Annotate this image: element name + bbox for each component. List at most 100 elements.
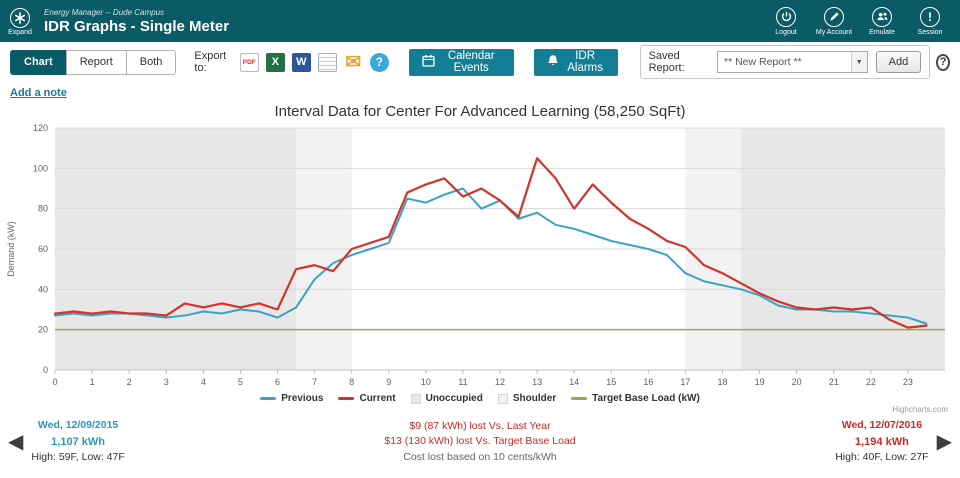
chart-area: Interval Data for Center For Advanced Le… bbox=[0, 103, 960, 414]
chevron-down-icon: ▼ bbox=[850, 52, 867, 72]
header-titles: Energy Manager -- Dude Campus IDR Graphs… bbox=[44, 8, 229, 35]
saved-report-value: ** New Report ** bbox=[724, 56, 802, 68]
svg-text:13: 13 bbox=[532, 377, 542, 387]
saved-report-group: Saved Report: ** New Report ** ▼ Add bbox=[639, 45, 931, 79]
legend-previous[interactable]: Previous bbox=[260, 393, 323, 404]
saved-report-help-button[interactable]: ? bbox=[936, 53, 950, 71]
cost-basis-note: Cost lost based on 10 cents/kWh bbox=[403, 450, 557, 463]
svg-text:15: 15 bbox=[606, 377, 616, 387]
svg-text:0: 0 bbox=[52, 377, 57, 387]
idr-alarms-button[interactable]: IDR Alarms bbox=[533, 48, 618, 76]
email-icon[interactable]: ✉ bbox=[345, 51, 362, 73]
account-icon bbox=[824, 6, 844, 27]
svg-text:20: 20 bbox=[38, 325, 48, 335]
svg-text:8: 8 bbox=[349, 377, 354, 387]
svg-text:3: 3 bbox=[164, 377, 169, 387]
view-both-button[interactable]: Both bbox=[125, 49, 177, 75]
previous-day-button[interactable]: ◀ bbox=[8, 431, 24, 453]
legend-current[interactable]: Current bbox=[338, 393, 396, 404]
svg-text:16: 16 bbox=[643, 377, 653, 387]
view-report-button[interactable]: Report bbox=[65, 49, 127, 75]
help-icon[interactable]: ? bbox=[369, 52, 389, 72]
nav-item-session[interactable]: ! Session bbox=[906, 6, 954, 36]
saved-report-label: Saved Report: bbox=[648, 50, 685, 74]
demand-chart: 0 1 2 3 4 5 6 7 8 9 10 11 12 13 14 15 16 17 18 19 20 21 22 2302… bbox=[6, 123, 945, 387]
previous-temps: High: 59F, Low: 47F bbox=[31, 451, 125, 464]
svg-text:22: 22 bbox=[866, 377, 876, 387]
nav-item-logout[interactable]: Logout bbox=[762, 6, 810, 36]
svg-text:6: 6 bbox=[275, 377, 280, 387]
svg-text:7: 7 bbox=[312, 377, 317, 387]
svg-text:5: 5 bbox=[238, 377, 243, 387]
nav-item-emulate[interactable]: Emulate bbox=[858, 6, 906, 36]
svg-text:18: 18 bbox=[717, 377, 727, 387]
app-header: Expand Energy Manager -- Dude Campus IDR… bbox=[0, 0, 960, 42]
add-report-button[interactable]: Add bbox=[875, 51, 922, 73]
nav-item-my-account[interactable]: My Account bbox=[810, 6, 858, 36]
previous-date: Wed, 12/09/2015 bbox=[37, 419, 119, 431]
svg-text:11: 11 bbox=[458, 377, 467, 387]
session-icon: ! bbox=[920, 6, 940, 27]
svg-text:0: 0 bbox=[43, 365, 48, 375]
cost-summary: $9 (87 kWh) lost Vs. Last Year $13 (130 … bbox=[125, 419, 835, 465]
svg-text:1: 1 bbox=[90, 377, 95, 387]
previous-kwh: 1,107 kWh bbox=[51, 435, 105, 448]
add-note-link[interactable]: Add a note bbox=[10, 87, 67, 99]
saved-report-select[interactable]: ** New Report ** ▼ bbox=[717, 51, 868, 73]
emulate-icon bbox=[872, 6, 892, 27]
previous-day-summary: Wed, 12/09/2015 1,107 kWh High: 59F, Low… bbox=[31, 418, 124, 466]
expand-label: Expand bbox=[8, 29, 32, 36]
svg-text:19: 19 bbox=[755, 377, 765, 387]
svg-text:17: 17 bbox=[680, 377, 690, 387]
export-icons: PDF X W ✉? bbox=[239, 51, 389, 73]
svg-text:60: 60 bbox=[38, 244, 48, 254]
excel-icon[interactable]: X bbox=[265, 52, 285, 72]
svg-text:23: 23 bbox=[903, 377, 913, 387]
app-title: Energy Manager -- Dude Campus bbox=[44, 7, 165, 17]
svg-text:12: 12 bbox=[495, 377, 505, 387]
current-kwh: 1,194 kWh bbox=[855, 435, 909, 448]
calendar-events-label: Calendar Events bbox=[447, 50, 495, 74]
logout-icon bbox=[776, 6, 796, 27]
svg-text:120: 120 bbox=[33, 123, 48, 133]
current-date: Wed, 12/07/2016 bbox=[841, 419, 923, 431]
current-day-summary: Wed, 12/07/2016 1,194 kWh High: 40F, Low… bbox=[835, 418, 928, 466]
svg-text:Demand (kW): Demand (kW) bbox=[6, 221, 16, 277]
svg-text:2: 2 bbox=[127, 377, 132, 387]
pdf-icon[interactable]: PDF bbox=[239, 52, 259, 72]
legend-shoulder[interactable]: Shoulder bbox=[497, 393, 556, 404]
header-nav: Logout My Account Emulate! Session bbox=[762, 6, 960, 36]
legend-unoccupied[interactable]: Unoccupied bbox=[410, 393, 483, 404]
expand-icon bbox=[10, 8, 30, 28]
idr-alarms-label: IDR Alarms bbox=[567, 50, 603, 74]
svg-text:4: 4 bbox=[201, 377, 206, 387]
current-temps: High: 40F, Low: 27F bbox=[835, 451, 929, 464]
report-icon[interactable] bbox=[317, 52, 337, 72]
lost-vs-target: $13 (130 kWh) lost Vs. Target Base Load bbox=[384, 435, 576, 448]
svg-text:10: 10 bbox=[421, 377, 431, 387]
svg-text:9: 9 bbox=[386, 377, 391, 387]
highcharts-credit: Highcharts.com bbox=[892, 405, 948, 414]
svg-text:80: 80 bbox=[38, 204, 48, 214]
expand-button[interactable]: Expand bbox=[0, 6, 40, 36]
page-title: IDR Graphs - Single Meter bbox=[44, 17, 230, 35]
view-toggle: Chart Report Both bbox=[10, 49, 177, 75]
bell-icon bbox=[547, 54, 559, 70]
next-day-button[interactable]: ▶ bbox=[936, 431, 952, 453]
calendar-icon bbox=[422, 54, 435, 70]
calendar-events-button[interactable]: Calendar Events bbox=[408, 48, 514, 76]
toolbar: Chart Report Both Export to: PDF X W ✉? Calen… bbox=[0, 42, 960, 82]
svg-text:100: 100 bbox=[33, 163, 48, 173]
lost-vs-last-year: $9 (87 kWh) lost Vs. Last Year bbox=[409, 420, 551, 433]
chart-title: Interval Data for Center For Advanced Le… bbox=[274, 103, 686, 120]
svg-text:21: 21 bbox=[829, 377, 839, 387]
svg-text:40: 40 bbox=[38, 284, 48, 294]
footer: ◀ Wed, 12/09/2015 1,107 kWh High: 59F, L… bbox=[0, 414, 960, 466]
svg-text:20: 20 bbox=[792, 377, 802, 387]
svg-text:14: 14 bbox=[569, 377, 579, 387]
word-icon[interactable]: W bbox=[291, 52, 311, 72]
export-label: Export to: bbox=[194, 50, 227, 74]
legend-target-base-load-kw-[interactable]: Target Base Load (kW) bbox=[571, 393, 700, 404]
view-chart-button[interactable]: Chart bbox=[10, 49, 67, 75]
chart-legend: Previous Current Unoccupied Shoulder Target … bbox=[0, 393, 960, 404]
